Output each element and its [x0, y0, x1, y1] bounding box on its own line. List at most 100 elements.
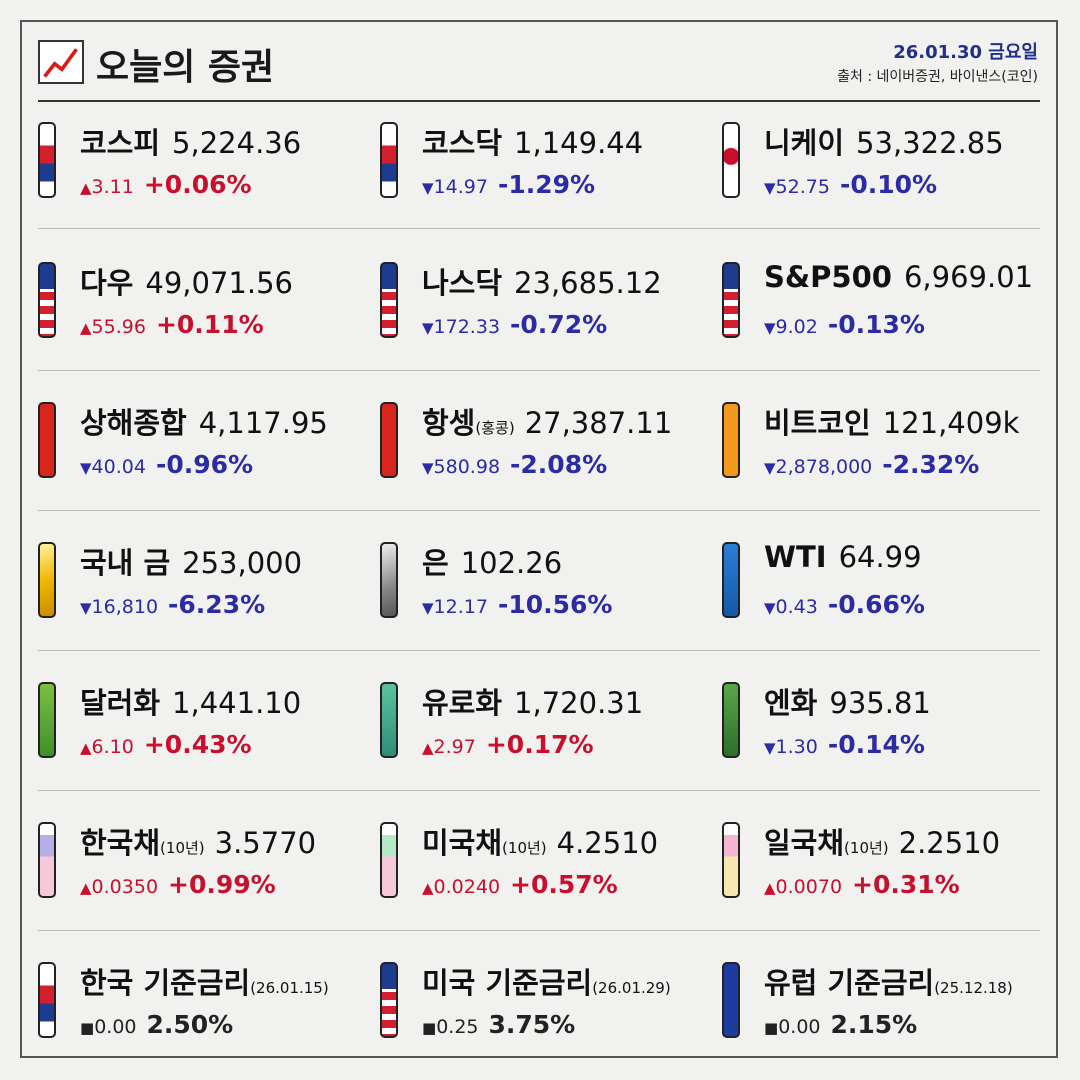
change-percent: -0.13%: [827, 310, 925, 339]
item-header: WTI 64.99: [764, 540, 922, 574]
item-value: 1,720.31: [514, 686, 644, 720]
market-item: 니케이 53,322.85 ▼ 52.75 -0.10%: [722, 120, 1062, 210]
item-suffix: (10년): [502, 839, 547, 857]
item-header: 달러화 1,441.10: [80, 680, 301, 722]
item-value: 121,409k: [882, 406, 1020, 440]
source: 출처 : 네이버증권, 바이낸스(코인): [837, 69, 1038, 85]
item-change: ▼ 14.97 -1.29%: [422, 170, 595, 199]
change-percent: +0.57%: [510, 870, 618, 899]
market-item: 유로화 1,720.31 ▲ 2.97 +0.17%: [380, 680, 720, 770]
item-suffix: (홍콩): [475, 419, 515, 437]
item-header: 은 102.26: [422, 540, 562, 582]
change-arrow: ▲: [422, 739, 434, 757]
item-header: 상해종합 4,117.95: [80, 400, 328, 442]
item-icon: [380, 542, 398, 618]
item-change: ▼ 580.98 -2.08%: [422, 450, 607, 479]
item-icon: [38, 122, 56, 198]
item-icon: [722, 542, 740, 618]
item-change: ▼ 12.17 -10.56%: [422, 590, 612, 619]
change-percent: 3.75%: [488, 1010, 576, 1039]
item-icon: [722, 962, 740, 1038]
change-percent: -0.10%: [839, 170, 938, 199]
item-header: 코스피 5,224.36: [80, 120, 301, 162]
item-name: 국내 금: [80, 546, 171, 580]
market-item: 엔화 935.81 ▼ 1.30 -0.14%: [722, 680, 1062, 770]
change-arrow: ▼: [764, 319, 776, 337]
change-amount: 0.0070: [775, 876, 843, 898]
item-header: 엔화 935.81: [764, 680, 931, 722]
change-arrow: ▲: [80, 179, 92, 197]
item-icon: [722, 122, 740, 198]
market-item: 미국 기준금리 (26.01.29) ■ 0.25 3.75%: [380, 960, 720, 1050]
change-amount: 40.04: [91, 456, 146, 478]
change-amount: 12.17: [433, 596, 488, 618]
item-header: 다우 49,071.56: [80, 260, 293, 302]
item-change: ▲ 0.0070 +0.31%: [764, 870, 960, 899]
item-suffix: (25.12.18): [934, 979, 1013, 997]
change-percent: +0.31%: [852, 870, 960, 899]
item-name: 항셍: [422, 406, 476, 440]
logo-icon: [38, 40, 84, 84]
item-header: 국내 금 253,000: [80, 540, 302, 582]
market-item: 미국채 (10년) 4.2510 ▲ 0.0240 +0.57%: [380, 820, 720, 910]
market-item: 유럽 기준금리 (25.12.18) ■ 0.00 2.15%: [722, 960, 1062, 1050]
item-icon: [380, 962, 398, 1038]
item-header: 한국채 (10년) 3.5770: [80, 820, 316, 862]
item-icon: [722, 262, 740, 338]
market-item: 한국 기준금리 (26.01.15) ■ 0.00 2.50%: [38, 960, 378, 1050]
item-name: 다우: [80, 266, 134, 300]
item-value: 253,000: [182, 546, 303, 580]
change-percent: -2.08%: [510, 450, 608, 479]
item-name: 한국 기준금리: [80, 966, 251, 1000]
date: 26.01.30 금요일: [893, 42, 1038, 63]
item-value: 102.26: [460, 546, 563, 580]
change-arrow: ▼: [422, 459, 434, 477]
item-name: 니케이: [764, 126, 845, 160]
market-item: 다우 49,071.56 ▲ 55.96 +0.11%: [38, 260, 378, 350]
item-change: ▲ 55.96 +0.11%: [80, 310, 264, 339]
item-change: ▲ 2.97 +0.17%: [422, 730, 594, 759]
change-percent: -10.56%: [497, 590, 613, 619]
row-divider: [38, 790, 1040, 791]
item-header: 한국 기준금리 (26.01.15): [80, 960, 339, 1002]
item-change: ▼ 0.43 -0.66%: [764, 590, 925, 619]
item-value: 64.99: [838, 540, 922, 574]
item-icon: [380, 262, 398, 338]
item-change: ▲ 6.10 +0.43%: [80, 730, 252, 759]
item-name: S&P500: [764, 260, 892, 294]
market-item: 비트코인 121,409k ▼ 2,878,000 -2.32%: [722, 400, 1062, 490]
change-arrow: ▼: [80, 599, 92, 617]
change-arrow: ▲: [422, 879, 434, 897]
row-divider: [38, 930, 1040, 931]
item-name: 은: [422, 546, 449, 580]
item-header: 니케이 53,322.85: [764, 120, 1004, 162]
item-name: 비트코인: [764, 406, 871, 440]
change-amount: 14.97: [433, 176, 488, 198]
item-value: 935.81: [829, 686, 931, 720]
divider: [38, 100, 1040, 102]
item-header: 유럽 기준금리 (25.12.18): [764, 960, 1023, 1002]
item-header: 일국채 (10년) 2.2510: [764, 820, 1000, 862]
change-arrow: ▼: [80, 459, 92, 477]
row-divider: [38, 370, 1040, 371]
change-amount: 1.30: [775, 736, 818, 758]
market-item: 코스피 5,224.36 ▲ 3.11 +0.06%: [38, 120, 378, 210]
item-header: 나스닥 23,685.12: [422, 260, 662, 302]
item-suffix: (10년): [160, 839, 205, 857]
item-value: 1,149.44: [514, 126, 644, 160]
item-icon: [38, 262, 56, 338]
change-percent: -1.29%: [497, 170, 596, 199]
row-divider: [38, 228, 1040, 229]
item-name: 미국 기준금리: [422, 966, 593, 1000]
change-amount: 55.96: [91, 316, 146, 338]
frame: [20, 20, 1058, 1058]
item-change: ▼ 9.02 -0.13%: [764, 310, 925, 339]
change-arrow: ■: [80, 1019, 95, 1037]
change-arrow: ▼: [422, 179, 434, 197]
market-item: 일국채 (10년) 2.2510 ▲ 0.0070 +0.31%: [722, 820, 1062, 910]
item-value: 3.5770: [214, 826, 317, 860]
item-change: ▼ 2,878,000 -2.32%: [764, 450, 979, 479]
change-arrow: ▼: [764, 459, 776, 477]
item-header: 코스닥 1,149.44: [422, 120, 643, 162]
item-icon: [722, 822, 740, 898]
